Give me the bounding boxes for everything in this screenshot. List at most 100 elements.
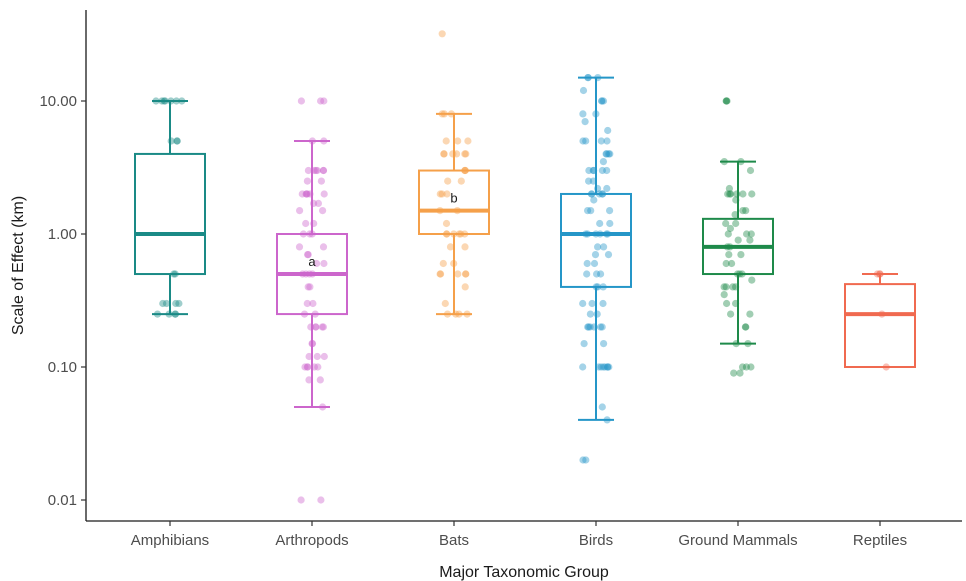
data-point bbox=[722, 219, 730, 228]
data-point bbox=[747, 230, 755, 238]
data-point bbox=[747, 363, 755, 371]
data-point bbox=[461, 230, 469, 238]
data-point bbox=[596, 323, 605, 331]
data-point bbox=[300, 310, 309, 318]
x-tick-label: Reptiles bbox=[853, 532, 907, 549]
data-point bbox=[748, 190, 756, 198]
data-point bbox=[739, 207, 747, 215]
data-point bbox=[873, 270, 882, 278]
data-point bbox=[743, 230, 751, 238]
data-point bbox=[727, 190, 735, 198]
data-point bbox=[595, 363, 603, 371]
data-point bbox=[171, 310, 179, 318]
data-point bbox=[441, 299, 449, 308]
data-point bbox=[733, 270, 742, 278]
data-point bbox=[587, 190, 596, 198]
data-point bbox=[462, 150, 470, 158]
data-point bbox=[590, 166, 598, 175]
data-point bbox=[172, 97, 180, 105]
data-point bbox=[583, 270, 591, 278]
data-point bbox=[461, 166, 469, 175]
data-point bbox=[309, 299, 317, 308]
data-point bbox=[462, 270, 470, 278]
data-point bbox=[725, 251, 733, 259]
data-point bbox=[171, 270, 179, 278]
data-point bbox=[303, 177, 311, 185]
data-point bbox=[314, 363, 322, 371]
data-point bbox=[297, 97, 305, 105]
data-point bbox=[727, 310, 735, 318]
data-point bbox=[313, 352, 321, 361]
data-point bbox=[170, 270, 178, 278]
data-point bbox=[587, 207, 595, 215]
data-point bbox=[462, 270, 470, 278]
data-point bbox=[582, 456, 590, 464]
data-point bbox=[436, 190, 444, 198]
data-point bbox=[723, 299, 731, 308]
data-point bbox=[736, 270, 744, 278]
data-point bbox=[161, 97, 169, 105]
data-point bbox=[732, 196, 740, 204]
data-point bbox=[597, 270, 605, 278]
data-point bbox=[320, 352, 328, 361]
x-tick-label: Bats bbox=[439, 532, 469, 549]
axes: 0.01 0.10 1.00 10.00 Amphibians Arthropods Ba… bbox=[10, 10, 962, 581]
data-point bbox=[304, 166, 312, 175]
data-point bbox=[586, 323, 594, 331]
data-point bbox=[590, 259, 599, 268]
data-point bbox=[308, 340, 317, 348]
data-point bbox=[457, 177, 465, 185]
data-point bbox=[594, 243, 602, 251]
box-group bbox=[702, 97, 774, 377]
data-point bbox=[449, 150, 457, 158]
data-point bbox=[882, 363, 890, 371]
data-point bbox=[722, 97, 730, 105]
data-point bbox=[599, 363, 607, 371]
data-point bbox=[302, 190, 310, 198]
data-point bbox=[606, 207, 614, 215]
data-point bbox=[152, 97, 160, 105]
data-point bbox=[738, 363, 747, 371]
data-point bbox=[739, 190, 747, 198]
data-point bbox=[876, 270, 884, 278]
data-point bbox=[317, 177, 325, 185]
data-point bbox=[308, 137, 316, 145]
data-point bbox=[732, 299, 740, 308]
data-point bbox=[737, 251, 745, 259]
data-point bbox=[583, 259, 591, 268]
x-axis-title: Major Taxonomic Group bbox=[439, 564, 609, 581]
data-point bbox=[598, 166, 607, 175]
data-point bbox=[319, 207, 327, 215]
data-point bbox=[599, 283, 607, 291]
data-point bbox=[455, 230, 463, 238]
data-point bbox=[319, 166, 328, 175]
data-point bbox=[595, 190, 604, 198]
data-point bbox=[728, 259, 736, 268]
data-point bbox=[598, 97, 606, 105]
data-point bbox=[306, 190, 314, 198]
group-annotation: b bbox=[450, 191, 457, 206]
data-point bbox=[455, 310, 463, 318]
data-point bbox=[303, 190, 311, 198]
data-point bbox=[171, 310, 180, 318]
y-tick-label: 0.10 bbox=[48, 359, 77, 376]
data-point bbox=[306, 230, 314, 238]
data-point bbox=[172, 299, 180, 308]
data-point bbox=[316, 376, 324, 384]
data-point bbox=[302, 190, 310, 198]
data-point bbox=[310, 363, 318, 371]
data-point bbox=[304, 283, 312, 291]
data-point bbox=[742, 363, 751, 371]
data-point bbox=[320, 137, 328, 145]
data-point bbox=[454, 137, 462, 145]
data-point bbox=[312, 166, 320, 175]
data-point bbox=[738, 270, 746, 278]
data-point bbox=[450, 259, 458, 268]
data-point bbox=[588, 190, 596, 198]
data-point bbox=[442, 219, 451, 228]
data-point bbox=[447, 110, 455, 118]
data-point bbox=[153, 310, 162, 318]
data-point bbox=[732, 283, 740, 291]
data-point bbox=[312, 323, 320, 331]
